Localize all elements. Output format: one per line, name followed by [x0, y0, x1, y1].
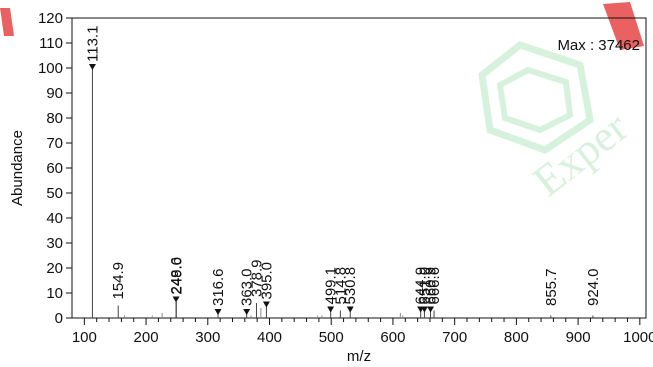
watermark-text: Exper: [524, 102, 637, 206]
peak-label: 154.9: [110, 262, 127, 300]
y-tick-label: 110: [39, 35, 63, 52]
y-tick-label: 90: [46, 85, 63, 102]
peak-label: 378.9: [248, 259, 265, 297]
max-abundance-label: Max : 37462: [557, 37, 640, 54]
x-axis-title: m/z: [347, 348, 371, 365]
peak-marker: [214, 309, 222, 315]
x-tick-label: 1000: [623, 329, 653, 346]
peak-label: 924.0: [585, 268, 602, 306]
peak-marker: [172, 296, 180, 303]
x-tick-label: 900: [566, 329, 591, 346]
peak-marker: [427, 306, 435, 313]
watermark-hexagon-outer: [478, 41, 594, 154]
peak-marker: [243, 309, 251, 315]
peak-marker: [88, 64, 96, 70]
y-tick-label: 60: [46, 160, 63, 177]
x-tick-label: 800: [504, 329, 529, 346]
x-tick-label: 400: [257, 329, 282, 346]
watermark-hexagon-inner: [496, 66, 574, 134]
peak-label: 395.0: [258, 262, 275, 300]
peak-label: 651.0: [416, 267, 433, 305]
y-tick-label: 10: [46, 285, 63, 302]
x-tick-label: 600: [380, 329, 405, 346]
y-axis-title: Abundance: [9, 130, 26, 206]
x-tick-label: 100: [72, 329, 97, 346]
watermark-red-mark-right: [603, 2, 644, 50]
peak-label: 316.6: [210, 268, 227, 306]
peak-label: 249.0: [168, 257, 185, 295]
peak-label: 514.8: [332, 267, 349, 305]
y-tick-label: 40: [46, 210, 63, 227]
x-tick-label: 300: [195, 329, 220, 346]
x-axis: 100 200 300 400 500 600 700 800 900 1000: [72, 318, 653, 346]
y-tick-label: 0: [55, 310, 63, 327]
y-tick-label: 20: [46, 260, 63, 277]
y-tick-label: 100: [38, 60, 63, 77]
y-tick-label: 50: [46, 185, 63, 202]
y-tick-label: 30: [46, 235, 63, 252]
peak-label: 499.1: [323, 267, 340, 305]
peak-label: 530.8: [342, 267, 359, 305]
peak-label: 660.9: [423, 267, 440, 305]
peak-label: 113.1: [84, 26, 101, 62]
x-tick-label: 200: [134, 329, 159, 346]
minor-peaks: [123, 308, 404, 318]
peak-marker: [262, 301, 270, 308]
watermark-red-mark-left: [0, 8, 14, 36]
y-tick-label: 70: [46, 135, 63, 152]
peak-label: 363.0: [239, 268, 256, 306]
x-tick-label: 700: [442, 329, 467, 346]
peak-marker: [346, 306, 354, 313]
peak-marker: [327, 306, 335, 313]
y-tick-label: 80: [46, 110, 63, 127]
y-axis: 0 10 20 30 40 50 60 70 80 90 100 110 120: [38, 10, 72, 327]
peak-label: 644.9: [413, 267, 430, 305]
y-tick-label: 120: [38, 10, 63, 27]
peak-label: 855.7: [543, 268, 560, 306]
peak-label: 666.6: [426, 267, 443, 305]
x-tick-label: 500: [319, 329, 344, 346]
peak-label: 248.6: [168, 257, 185, 295]
peak-marker: [420, 306, 428, 313]
